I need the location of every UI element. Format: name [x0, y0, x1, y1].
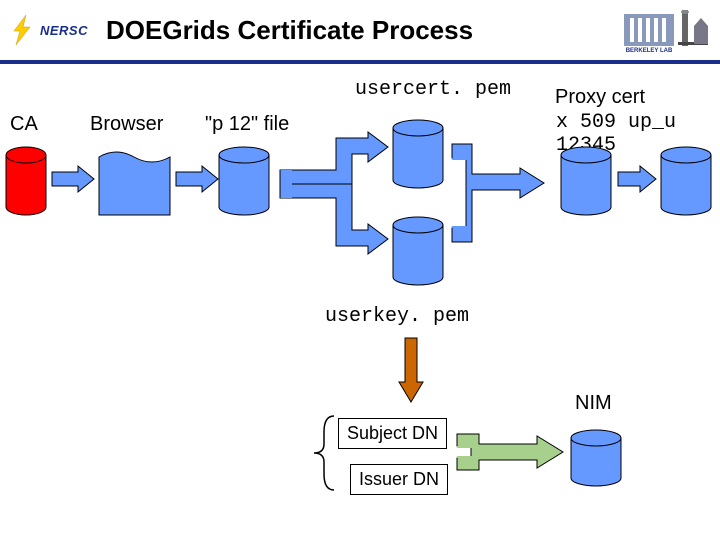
browser-shape — [98, 145, 172, 217]
proxy-label: Proxy cert — [555, 86, 645, 109]
header: NERSC DOEGrids Certificate Process BERKE… — [0, 0, 720, 64]
arrow-nim — [455, 430, 567, 474]
userkey-label: userkey. pem — [325, 305, 469, 328]
arrow-5 — [616, 164, 660, 194]
nim-label: NIM — [575, 392, 612, 415]
brace-icon — [312, 414, 338, 492]
page-title: DOEGrids Certificate Process — [106, 15, 622, 46]
usercert-cylinder — [392, 118, 444, 190]
arrow-1 — [50, 164, 96, 194]
subject-dn-box: Subject DN — [338, 418, 447, 449]
proxy-cylinder-1 — [560, 145, 612, 217]
browser-label: Browser — [90, 113, 163, 136]
arrow-merge — [448, 130, 558, 270]
arrow-2 — [174, 164, 220, 194]
usercert-label: usercert. pem — [355, 78, 511, 101]
ca-label: CA — [10, 113, 38, 136]
svg-text:BERKELEY LAB: BERKELEY LAB — [626, 48, 673, 52]
lightning-icon — [8, 15, 36, 45]
ca-cylinder — [5, 145, 47, 217]
userkey-cylinder — [392, 215, 444, 287]
p12-cylinder — [218, 145, 270, 217]
arrow-down — [397, 336, 425, 406]
issuer-dn-box: Issuer DN — [350, 464, 448, 495]
nim-cylinder — [570, 428, 622, 488]
nersc-logo: NERSC — [8, 15, 88, 45]
nersc-text: NERSC — [40, 23, 88, 38]
arrow-split — [276, 130, 394, 270]
proxy-cylinder-2 — [660, 145, 712, 217]
lab-logo: BERKELEY LAB — [622, 10, 712, 50]
